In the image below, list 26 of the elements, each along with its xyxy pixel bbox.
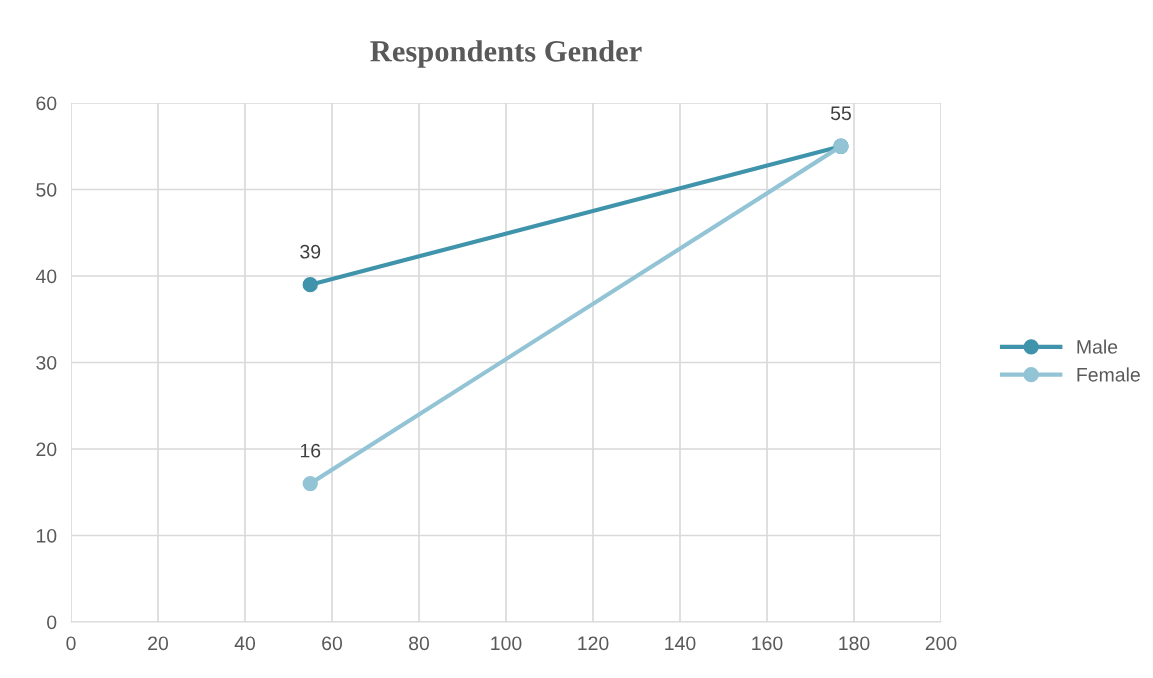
x-tick-label: 140 <box>665 636 696 651</box>
x-tick-label: 20 <box>148 636 169 651</box>
x-tick-label: 40 <box>234 636 256 651</box>
y-tick-label: 40 <box>35 269 57 284</box>
chart-title: Respondents Gender <box>370 40 642 68</box>
y-tick-label: 60 <box>36 96 57 111</box>
x-tick-label: 160 <box>752 636 783 651</box>
y-tick-label: 30 <box>36 355 57 370</box>
x-tick-label: 100 <box>491 636 522 651</box>
x-tick-label: 120 <box>578 636 609 651</box>
x-tick-label: 0 <box>66 636 76 651</box>
y-tick-label: 0 <box>47 615 57 630</box>
x-tick-label: 60 <box>322 636 343 651</box>
point <box>302 475 318 492</box>
y-tick-label: 20 <box>36 442 57 457</box>
y-tick-label: 50 <box>36 182 57 197</box>
data-label: 39 <box>300 244 321 259</box>
legend-label: Female <box>1077 367 1140 382</box>
x-tick-label: 200 <box>925 636 957 651</box>
x-tick-label: 80 <box>409 636 430 651</box>
data-label: 16 <box>300 443 321 458</box>
point <box>302 277 318 293</box>
legend-label: Male <box>1077 339 1118 354</box>
x-tick-label: 180 <box>839 636 870 651</box>
y-tick-label: 10 <box>36 528 57 543</box>
data-label: 55 <box>830 106 851 121</box>
